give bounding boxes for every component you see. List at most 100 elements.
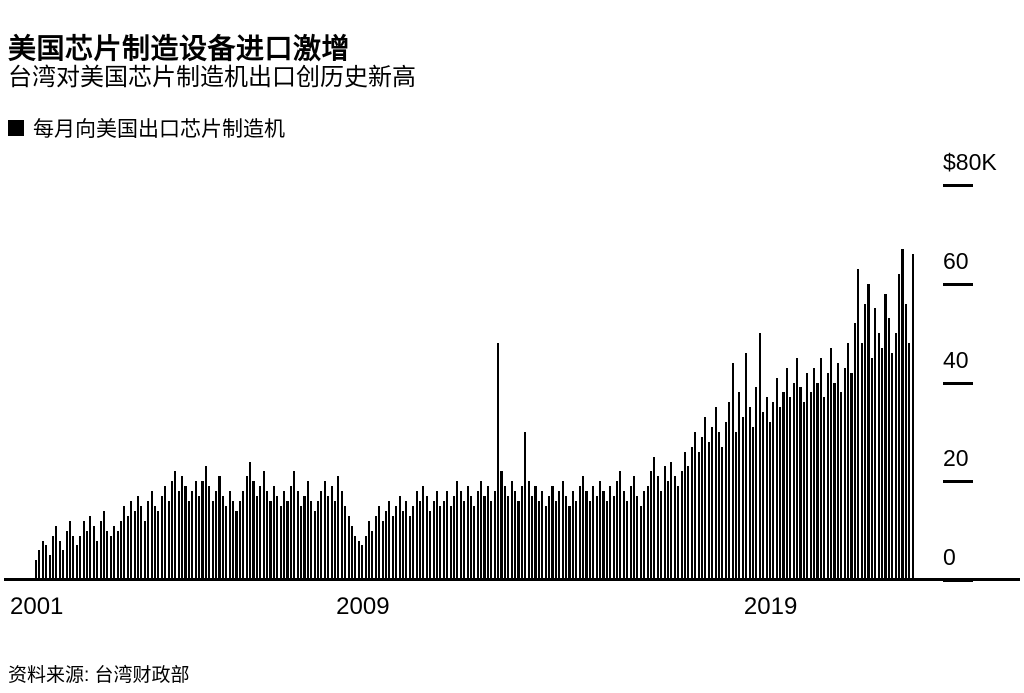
bar — [700, 436, 704, 580]
bar — [785, 367, 788, 580]
bar — [55, 525, 58, 580]
bar — [85, 530, 89, 580]
bar — [809, 392, 812, 580]
bar — [734, 431, 738, 580]
bar — [894, 333, 897, 580]
bar — [238, 501, 241, 580]
bar — [765, 397, 768, 580]
bar — [439, 505, 442, 580]
bar — [167, 501, 170, 580]
bar — [269, 501, 272, 580]
bar — [605, 501, 608, 580]
bar — [833, 382, 836, 580]
bar — [395, 505, 398, 580]
bar — [592, 486, 595, 580]
bar — [629, 486, 632, 580]
bar — [160, 496, 163, 580]
bar — [242, 491, 245, 580]
bar — [130, 501, 133, 580]
source-note: 资料来源: 台湾财政部 — [8, 665, 190, 686]
bar — [816, 382, 819, 580]
bar — [317, 501, 320, 580]
bar — [68, 520, 72, 580]
bar — [211, 501, 214, 580]
bar — [571, 491, 574, 580]
legend-swatch-icon — [8, 120, 24, 136]
bar — [350, 525, 354, 580]
bar — [503, 486, 506, 580]
bar — [333, 501, 337, 580]
chart-title: 美国芯片制造设备进口激增 — [8, 32, 351, 64]
bar — [62, 550, 65, 580]
bar — [65, 530, 68, 580]
bar — [554, 501, 557, 580]
bar — [881, 347, 884, 580]
bar — [898, 273, 901, 580]
bar — [401, 510, 405, 580]
bar — [565, 496, 568, 580]
bar — [303, 496, 306, 580]
bar — [595, 496, 598, 580]
bar — [599, 481, 602, 580]
bar — [41, 540, 44, 580]
bar — [245, 476, 248, 580]
bar — [92, 525, 95, 580]
bar — [544, 505, 547, 580]
bar — [116, 530, 119, 580]
y-tick-mark — [943, 184, 973, 187]
bar — [510, 481, 513, 580]
bar — [493, 491, 496, 580]
bar — [337, 476, 340, 580]
bar — [775, 377, 778, 580]
bar — [836, 362, 839, 580]
bar — [354, 535, 357, 580]
bar — [626, 501, 629, 580]
bar — [442, 501, 445, 580]
bar — [745, 352, 748, 580]
bar — [99, 520, 102, 580]
bar — [320, 491, 323, 580]
bar — [697, 451, 700, 580]
bar — [819, 357, 822, 580]
bar — [323, 481, 326, 580]
bar — [853, 323, 856, 580]
bar — [751, 426, 754, 580]
bar — [636, 496, 639, 580]
bar — [218, 476, 221, 580]
bar — [588, 501, 591, 580]
bar — [425, 496, 428, 580]
bar — [490, 501, 493, 580]
legend: 每月向美国出口芯片制造机 — [8, 113, 285, 143]
bar — [473, 505, 476, 580]
bar — [911, 254, 914, 580]
bar — [796, 357, 799, 580]
bar — [578, 486, 581, 580]
bar — [877, 333, 880, 580]
bar — [632, 476, 636, 580]
bar — [575, 501, 578, 580]
bar — [520, 486, 523, 580]
bar — [276, 496, 279, 580]
y-tick-label: 60 — [943, 247, 969, 274]
bar — [344, 505, 347, 580]
bar — [48, 555, 51, 580]
x-tick-label: 2009 — [336, 593, 390, 620]
bar — [585, 491, 588, 580]
bar — [619, 471, 622, 580]
bar — [415, 491, 418, 580]
bar — [456, 481, 459, 580]
bar — [215, 491, 218, 580]
bar — [864, 303, 867, 580]
bar — [208, 486, 211, 580]
chart-subtitle: 台湾对美国芯片制造机出口创历史新高 — [8, 64, 416, 91]
bar — [79, 535, 82, 580]
bar — [755, 387, 758, 580]
bar — [306, 481, 309, 580]
bar — [758, 333, 761, 580]
bar — [170, 481, 173, 580]
bar — [35, 560, 38, 580]
bar — [435, 491, 439, 580]
bar — [639, 505, 642, 580]
bar — [806, 372, 809, 580]
